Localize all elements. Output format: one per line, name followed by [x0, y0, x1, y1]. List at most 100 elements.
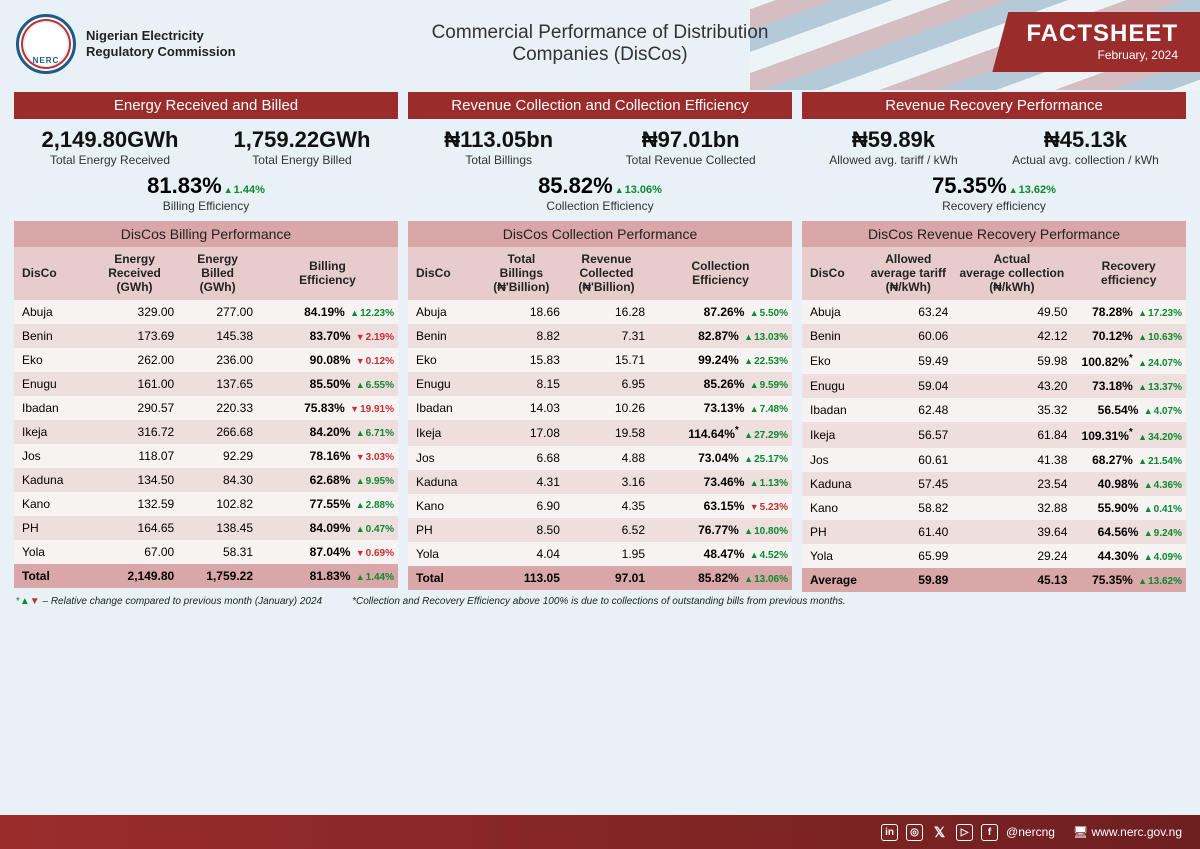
col-header: TotalBillings(₦'Billion)	[479, 247, 564, 300]
kpi-right-value: 1,759.22GWh	[234, 127, 371, 153]
val-col-1: 14.03	[479, 396, 564, 420]
kpi-row: 2,149.80GWh Total Energy Received 1,759.…	[14, 127, 398, 167]
val-col-1: 18.66	[479, 300, 564, 324]
title-line1: Commercial Performance of Distribution	[432, 22, 769, 44]
table-row: Kano 132.59 102.82 77.55% 2.88%	[14, 492, 398, 516]
disco-name: Ibadan	[14, 396, 91, 420]
linkedin-icon[interactable]: in	[881, 824, 898, 841]
efficiency-cell: 90.08% 0.12%	[257, 348, 398, 372]
sub-header: DisCos Billing Performance	[14, 221, 398, 247]
section-header: Energy Received and Billed	[14, 92, 398, 119]
efficiency-cell: 78.16% 3.03%	[257, 444, 398, 468]
val-col-2: 4.88	[564, 446, 649, 470]
val-col-1: 8.50	[479, 518, 564, 542]
kpi-row: ₦113.05bn Total Billings ₦97.01bn Total …	[408, 127, 792, 167]
kpi-right-label: Actual avg. collection / kWh	[1012, 153, 1159, 167]
kpi-right-label: Total Energy Billed	[234, 153, 371, 167]
facebook-icon[interactable]: f	[981, 824, 998, 841]
header: NERC Nigerian Electricity Regulatory Com…	[0, 0, 1200, 88]
disco-name: Average	[802, 568, 864, 592]
val-col-2: 1,759.22	[178, 564, 257, 588]
efficiency-cell: 44.30% 4.09%	[1071, 544, 1186, 568]
youtube-icon[interactable]: ▷	[956, 824, 973, 841]
table-row: Jos 6.68 4.88 73.04% 25.17%	[408, 446, 792, 470]
kpi-right: ₦97.01bn Total Revenue Collected	[626, 127, 756, 167]
efficiency-cell: 76.77% 10.80%	[649, 518, 792, 542]
efficiency-cell: 99.24% 22.53%	[649, 348, 792, 372]
table-row: Abuja 18.66 16.28 87.26% 5.50%	[408, 300, 792, 324]
factsheet-label: FACTSHEET	[1026, 20, 1178, 48]
col-header: EnergyReceived(GWh)	[91, 247, 178, 300]
table-row: Kano 58.82 32.88 55.90% 0.41%	[802, 496, 1186, 520]
kpi-center-label: Billing Efficiency	[14, 199, 398, 213]
disco-name: Abuja	[802, 300, 864, 324]
table-row: Enugu 161.00 137.65 85.50% 6.55%	[14, 372, 398, 396]
table-row: Jos 60.61 41.38 68.27% 21.54%	[802, 448, 1186, 472]
sub-header: DisCos Collection Performance	[408, 221, 792, 247]
col-header: RevenueCollected(₦'Billion)	[564, 247, 649, 300]
val-col-2: 84.30	[178, 468, 257, 492]
val-col-2: 102.82	[178, 492, 257, 516]
efficiency-cell: 85.50% 6.55%	[257, 372, 398, 396]
x-twitter-icon[interactable]: 𝕏	[931, 824, 948, 841]
val-col-2: 277.00	[178, 300, 257, 324]
efficiency-cell: 85.26% 9.59%	[649, 372, 792, 396]
val-col-2: 35.32	[952, 398, 1071, 422]
disco-name: Ikeja	[408, 420, 479, 446]
disco-name: Eko	[14, 348, 91, 372]
table-row: Average 59.89 45.13 75.35% 13.62%	[802, 568, 1186, 592]
val-col-1: 62.48	[864, 398, 952, 422]
val-col-1: 6.68	[479, 446, 564, 470]
val-col-1: 316.72	[91, 420, 178, 444]
col-header: Actualaverage collection(₦/kWh)	[952, 247, 1071, 300]
val-col-2: 59.98	[952, 348, 1071, 374]
val-col-1: 63.24	[864, 300, 952, 324]
org-name-line2: Regulatory Commission	[86, 44, 236, 60]
val-col-1: 113.05	[479, 566, 564, 590]
efficiency-cell: 75.35% 13.62%	[1071, 568, 1186, 592]
kpi-left-value: 2,149.80GWh	[42, 127, 179, 153]
val-col-2: 15.71	[564, 348, 649, 372]
efficiency-cell: 84.09% 0.47%	[257, 516, 398, 540]
org-name: Nigerian Electricity Regulatory Commissi…	[86, 28, 236, 59]
efficiency-cell: 82.87% 13.03%	[649, 324, 792, 348]
table-row: Total 113.05 97.01 85.82% 13.06%	[408, 566, 792, 590]
table-row: Enugu 59.04 43.20 73.18% 13.37%	[802, 374, 1186, 398]
val-col-1: 15.83	[479, 348, 564, 372]
disco-name: Jos	[408, 446, 479, 470]
kpi-center-label: Collection Efficiency	[408, 199, 792, 213]
disco-name: Kano	[408, 494, 479, 518]
table-row: Kaduna 4.31 3.16 73.46% 1.13%	[408, 470, 792, 494]
val-col-1: 2,149.80	[91, 564, 178, 588]
table-row: Benin 173.69 145.38 83.70% 2.19%	[14, 324, 398, 348]
table-row: Eko 59.49 59.98 100.82%* 24.07%	[802, 348, 1186, 374]
efficiency-cell: 73.46% 1.13%	[649, 470, 792, 494]
efficiency-cell: 63.15% 5.23%	[649, 494, 792, 518]
table-row: Ikeja 17.08 19.58 114.64%* 27.29%	[408, 420, 792, 446]
kpi-left-label: Total Energy Received	[42, 153, 179, 167]
kpi-right-label: Total Revenue Collected	[626, 153, 756, 167]
efficiency-cell: 73.13% 7.48%	[649, 396, 792, 420]
val-col-2: 1.95	[564, 542, 649, 566]
disco-name: PH	[408, 518, 479, 542]
disco-name: Benin	[802, 324, 864, 348]
table-row: Benin 8.82 7.31 82.87% 13.03%	[408, 324, 792, 348]
val-col-2: 145.38	[178, 324, 257, 348]
efficiency-cell: 70.12% 10.63%	[1071, 324, 1186, 348]
website[interactable]: 🖥 www.nerc.gov.ng	[1073, 825, 1182, 839]
instagram-icon[interactable]: ◎	[906, 824, 923, 841]
table-row: Yola 65.99 29.24 44.30% 4.09%	[802, 544, 1186, 568]
kpi-right: 1,759.22GWh Total Energy Billed	[234, 127, 371, 167]
kpi-left-label: Allowed avg. tariff / kWh	[829, 153, 958, 167]
panel: Revenue Recovery Performance ₦59.89k All…	[802, 92, 1186, 592]
val-col-1: 59.49	[864, 348, 952, 374]
disco-name: Total	[408, 566, 479, 590]
disco-name: Enugu	[14, 372, 91, 396]
disco-name: Enugu	[408, 372, 479, 396]
panel: Energy Received and Billed 2,149.80GWh T…	[14, 92, 398, 592]
table-row: Ikeja 56.57 61.84 109.31%* 34.20%	[802, 422, 1186, 448]
val-col-1: 4.31	[479, 470, 564, 494]
val-col-2: 23.54	[952, 472, 1071, 496]
data-table: DisCoEnergyReceived(GWh)EnergyBilled(GWh…	[14, 247, 398, 588]
disco-name: Eko	[802, 348, 864, 374]
